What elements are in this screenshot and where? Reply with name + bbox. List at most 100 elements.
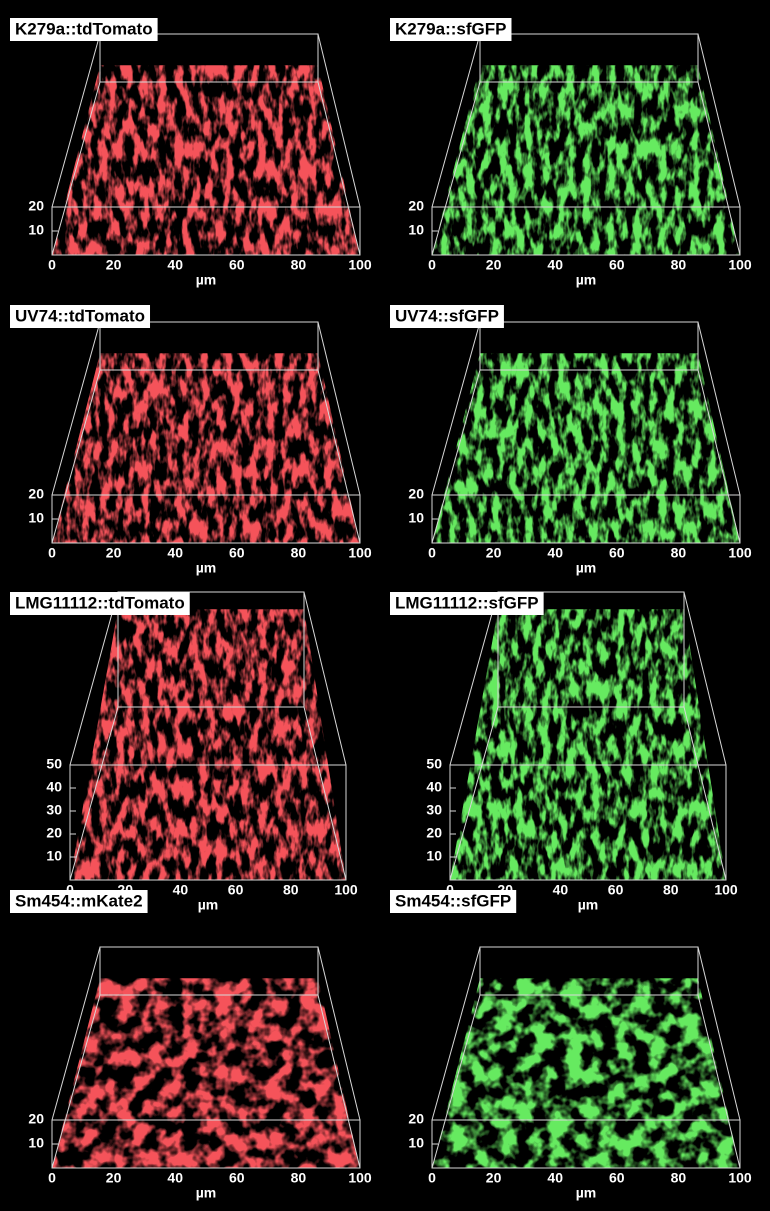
x-tick-label: 80: [283, 882, 299, 898]
box-edge: [51, 946, 101, 1121]
box-edge: [317, 321, 361, 496]
box-back: [479, 946, 699, 996]
box-edge: [51, 321, 101, 496]
box-edge: [51, 369, 101, 544]
z-tick-label: 10: [408, 222, 424, 238]
z-tick-label: 30: [46, 802, 62, 818]
x-tick-label: 80: [291, 257, 307, 273]
axis-unit: µm: [196, 560, 217, 576]
biofilm-image: [52, 978, 360, 1168]
biofilm-image: [52, 353, 360, 543]
panel-label-box: [390, 890, 517, 913]
z-tick-label: 40: [426, 779, 442, 795]
x-tick-label: 60: [229, 257, 245, 273]
box-edge: [51, 81, 101, 256]
x-tick-label: 60: [608, 882, 624, 898]
z-tick-label: 40: [46, 779, 62, 795]
panel-label-box: [10, 18, 158, 41]
box-back: [479, 321, 699, 371]
box-edge: [431, 33, 481, 208]
box-edge: [697, 946, 741, 1121]
x-tick-label: 100: [348, 545, 372, 561]
panel-label: UV74::sfGFP: [395, 306, 499, 325]
box-edge: [317, 994, 361, 1169]
z-tick-label: 50: [426, 756, 442, 772]
box-back: [99, 946, 319, 996]
biofilm-image: [432, 353, 740, 543]
box-edge: [303, 591, 347, 766]
z-tick-label: 50: [46, 756, 62, 772]
x-tick-label: 40: [167, 1170, 183, 1186]
x-tick-label: 20: [106, 257, 122, 273]
x-tick-label: 60: [609, 257, 625, 273]
box-edge: [303, 706, 347, 881]
x-tick-label: 100: [348, 1170, 372, 1186]
x-tick-label: 60: [229, 545, 245, 561]
biofilm-image: [70, 609, 346, 880]
x-tick-label: 60: [228, 882, 244, 898]
z-tick-label: 10: [426, 848, 442, 864]
x-tick-label: 80: [663, 882, 679, 898]
panel-label: Sm454::mKate2: [15, 891, 143, 910]
panel: 0 20 40 60 80 100µm1020304050LMG11112::tdToma…: [10, 591, 358, 913]
x-tick-label: 0: [48, 545, 56, 561]
biofilm-image: [450, 609, 726, 880]
box-back: [117, 591, 305, 708]
z-tick-label: 20: [28, 486, 44, 502]
panel-label: K279a::sfGFP: [395, 19, 506, 38]
x-tick-label: 60: [609, 1170, 625, 1186]
z-tick-label: 20: [28, 198, 44, 214]
box-edge: [317, 946, 361, 1121]
box-edge: [69, 591, 119, 766]
x-tick-label: 100: [714, 882, 738, 898]
z-tick-label: 20: [426, 825, 442, 841]
x-tick-label: 20: [486, 545, 502, 561]
z-tick-label: 20: [408, 1111, 424, 1127]
box-edge: [697, 321, 741, 496]
x-tick-label: 80: [291, 1170, 307, 1186]
x-tick-label: 100: [334, 882, 358, 898]
box-edge: [431, 946, 481, 1121]
axis-unit: µm: [576, 560, 597, 576]
panel-label-box: [10, 305, 151, 328]
panel-label: K279a::tdTomato: [15, 19, 153, 38]
box-edge: [51, 33, 101, 208]
x-tick-label: 40: [167, 257, 183, 273]
box-edge: [697, 994, 741, 1169]
x-tick-label: 60: [229, 1170, 245, 1186]
box-edge: [431, 81, 481, 256]
panel-label: UV74::tdTomato: [15, 306, 145, 325]
box-edge: [697, 81, 741, 256]
box-edge: [697, 369, 741, 544]
box-front: [69, 764, 347, 881]
x-tick-label: 40: [547, 545, 563, 561]
box-edge: [449, 706, 499, 881]
x-tick-label: 0: [428, 1170, 436, 1186]
x-tick-label: 80: [671, 1170, 687, 1186]
axis-unit: µm: [196, 272, 217, 288]
z-tick-label: 10: [28, 222, 44, 238]
z-tick-label: 20: [28, 1111, 44, 1127]
axis-unit: µm: [576, 272, 597, 288]
z-tick-label: 10: [28, 510, 44, 526]
biofilm-image: [432, 65, 740, 255]
box-edge: [431, 994, 481, 1169]
box-back: [497, 591, 685, 708]
z-tick-label: 10: [408, 510, 424, 526]
box-edge: [69, 706, 119, 881]
z-tick-label: 20: [408, 198, 424, 214]
box-back: [99, 33, 319, 83]
x-tick-label: 0: [66, 882, 74, 898]
z-tick-label: 20: [408, 486, 424, 502]
x-tick-label: 0: [48, 1170, 56, 1186]
z-tick-label: 10: [408, 1135, 424, 1151]
box-edge: [683, 706, 727, 881]
panel-label-box: [390, 305, 504, 328]
x-tick-label: 0: [446, 882, 454, 898]
x-tick-label: 40: [173, 882, 189, 898]
